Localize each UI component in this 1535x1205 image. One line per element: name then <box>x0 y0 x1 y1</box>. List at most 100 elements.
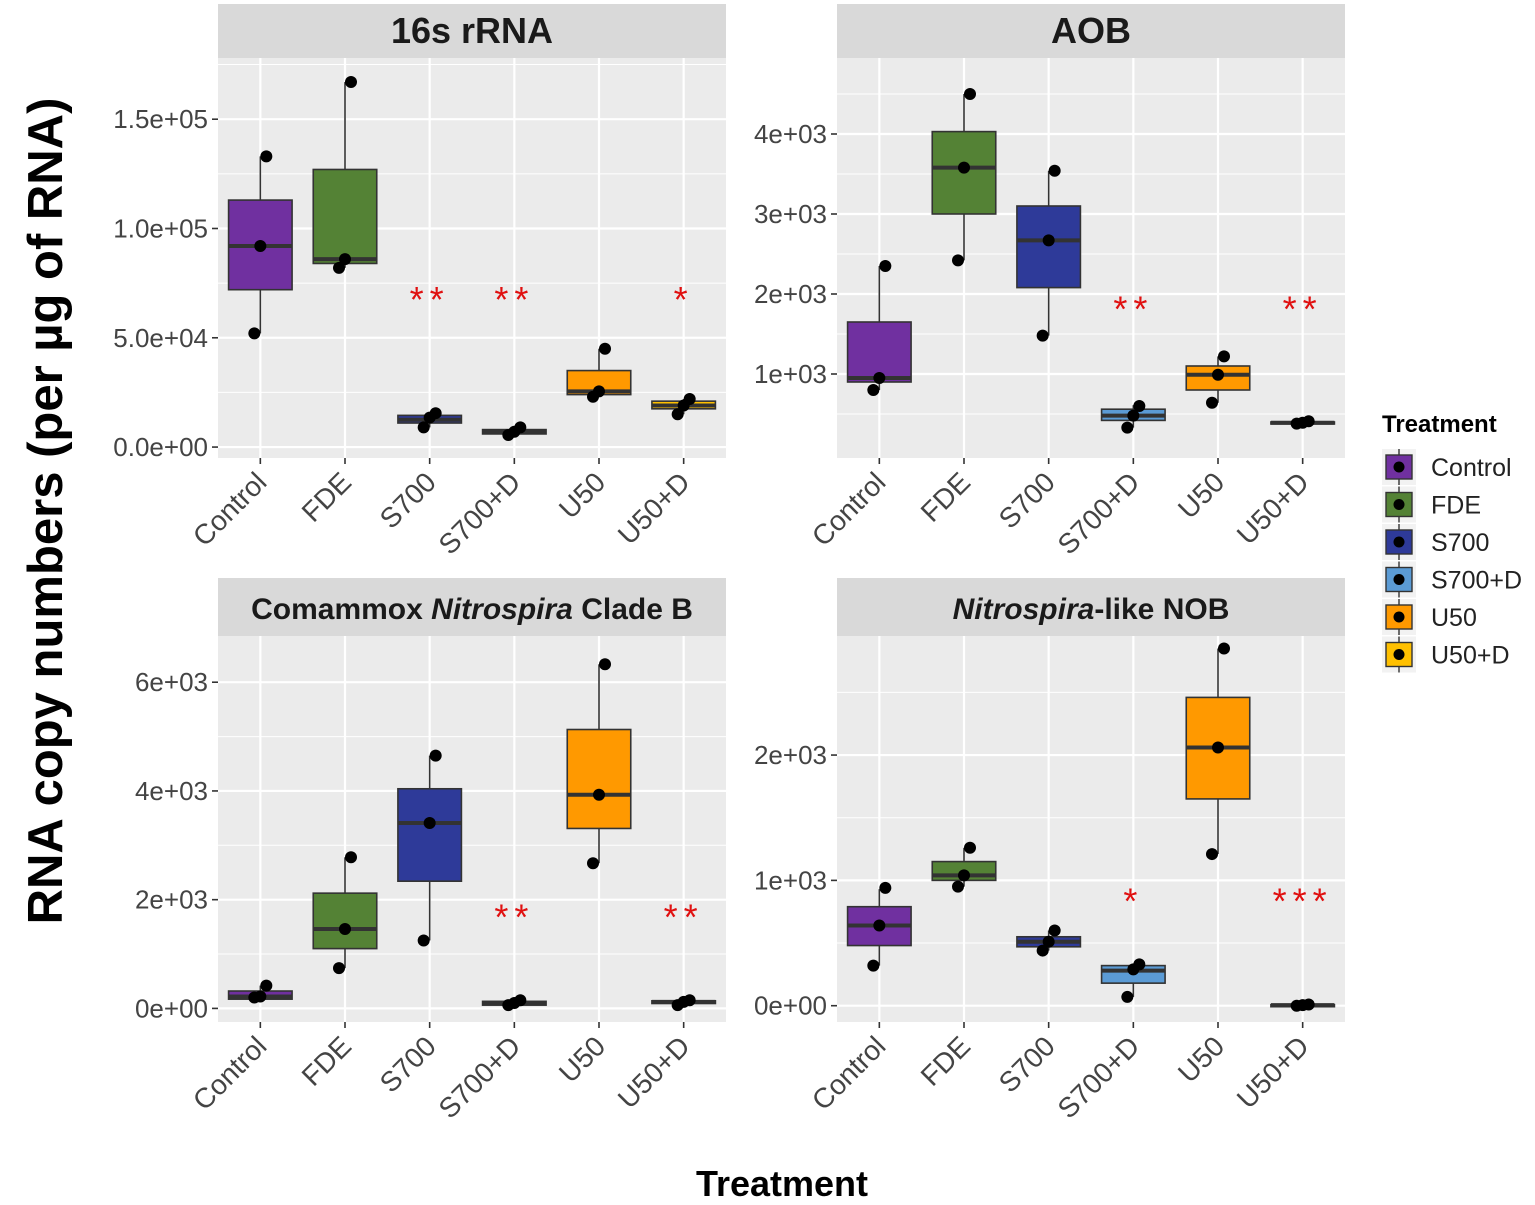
data-point <box>958 161 970 174</box>
data-point <box>677 399 690 412</box>
data-point <box>417 421 430 434</box>
legend-key-point <box>1393 536 1405 548</box>
legend-key-point <box>1393 611 1405 623</box>
legend-label: Control <box>1431 454 1512 482</box>
box-u50-plus-d <box>651 994 717 1012</box>
legend-label: S700 <box>1431 529 1489 557</box>
x-tick-label: S700 <box>374 1030 442 1098</box>
y-tick-label: 1.0e+05 <box>113 213 208 243</box>
data-point <box>873 372 886 384</box>
box-u50-plus-d <box>651 392 717 421</box>
box-fde <box>931 88 997 267</box>
x-tick-label: U50+D <box>612 1030 696 1114</box>
plot-area <box>837 58 1345 458</box>
box-fde <box>312 851 378 975</box>
data-point <box>593 788 605 801</box>
data-point <box>671 408 684 421</box>
legend-items: Control FDE S700 S700+D U50 U50+D <box>1382 449 1522 673</box>
box-s700 <box>1016 924 1082 957</box>
box-body <box>397 787 463 882</box>
box-body <box>566 728 632 830</box>
x-tick-label: U50 <box>553 466 611 524</box>
x-tick-label: Control <box>187 466 273 552</box>
box-s700 <box>1016 164 1082 342</box>
data-point <box>1133 400 1146 412</box>
y-tick-label: 0e+00 <box>754 991 827 1021</box>
legend-key-point <box>1393 499 1405 510</box>
legend-item: U50+D <box>1382 636 1510 673</box>
significance-marker: ** <box>494 897 534 938</box>
x-tick-label: S700+D <box>433 1030 527 1124</box>
data-point <box>254 239 267 252</box>
box-control <box>227 150 293 340</box>
box-s700 <box>397 407 463 434</box>
box-control <box>846 260 912 396</box>
data-point <box>599 342 611 355</box>
data-point <box>867 959 880 972</box>
data-point <box>1218 350 1230 363</box>
data-point <box>1212 368 1224 381</box>
panel-title: Comammox Nitrospira Clade B <box>251 593 693 626</box>
data-point <box>429 749 442 762</box>
box-s700-plus-d <box>481 994 547 1012</box>
significance-marker: ** <box>1113 289 1153 330</box>
data-point <box>1290 417 1303 430</box>
x-tick-label: S700 <box>374 466 442 534</box>
data-point <box>417 934 430 947</box>
data-point <box>873 919 886 932</box>
data-point <box>1042 935 1055 948</box>
data-point <box>1218 642 1230 655</box>
data-point <box>964 88 976 100</box>
panel-title: AOB <box>1051 10 1131 51</box>
box-u50 <box>1185 350 1251 409</box>
x-tick-label: Control <box>187 1030 273 1116</box>
data-point <box>1206 396 1218 409</box>
y-tick-label: 5.0e+04 <box>113 323 208 353</box>
x-tick-label: U50+D <box>612 466 696 550</box>
significance-marker: ** <box>664 897 704 938</box>
legend-label: S700+D <box>1431 567 1522 595</box>
data-point <box>879 881 892 894</box>
panel-1: 16s rRNA 0.0e+00 5.0e+04 1.0e+05 1.5e+05 Cont… <box>113 4 726 560</box>
panel-4: Nitrospira-like NOB 0e+00 1e+03 2e+03 Contro… <box>754 578 1345 1124</box>
x-tick-label: Control <box>806 466 892 552</box>
x-tick-label: U50+D <box>1231 1030 1315 1114</box>
panel-title: 16s rRNA <box>391 10 553 51</box>
panel-strip <box>218 578 726 636</box>
data-point <box>1121 990 1134 1003</box>
x-tick-label: FDE <box>296 1030 358 1092</box>
data-point <box>333 261 345 274</box>
y-tick-label: 4e+03 <box>754 119 827 149</box>
data-point <box>1121 421 1134 434</box>
data-point <box>1036 329 1049 342</box>
x-tick-label: S700+D <box>1052 1030 1146 1124</box>
plot-area <box>218 58 726 458</box>
data-point <box>599 658 611 671</box>
legend-item: U50 <box>1382 599 1477 635</box>
legend-label: U50+D <box>1431 642 1510 670</box>
x-tick-label: S700 <box>993 1030 1061 1098</box>
box-control <box>846 881 912 972</box>
data-point <box>587 390 599 403</box>
legend: Treatment Control FDE S700 S700+D U50 U50+D <box>1382 411 1522 673</box>
data-point <box>1048 164 1061 177</box>
x-tick-label: U50 <box>1172 466 1230 524</box>
legend-title: Treatment <box>1382 411 1497 438</box>
legend-item: S700 <box>1382 524 1489 560</box>
box-body <box>312 168 378 265</box>
x-tick-label: S700 <box>993 466 1061 534</box>
panel-strip <box>837 4 1345 58</box>
box-s700-plus-d <box>481 421 547 442</box>
panel-strip <box>837 578 1345 636</box>
x-tick-label: U50+D <box>1231 466 1315 550</box>
x-tick-label: U50 <box>1172 1030 1230 1088</box>
box-s700-plus-d <box>1100 958 1166 1003</box>
y-tick-label: 2e+03 <box>135 885 208 915</box>
data-point <box>671 999 684 1012</box>
y-tick-label: 1e+03 <box>754 359 827 389</box>
significance-marker: ** <box>410 279 450 320</box>
data-point <box>1206 848 1218 861</box>
y-axis-title: RNA copy numbers (per µg of RNA) <box>19 98 73 925</box>
data-point <box>423 411 436 424</box>
y-axis-title-container: RNA copy numbers (per µg of RNA) <box>6 56 86 966</box>
